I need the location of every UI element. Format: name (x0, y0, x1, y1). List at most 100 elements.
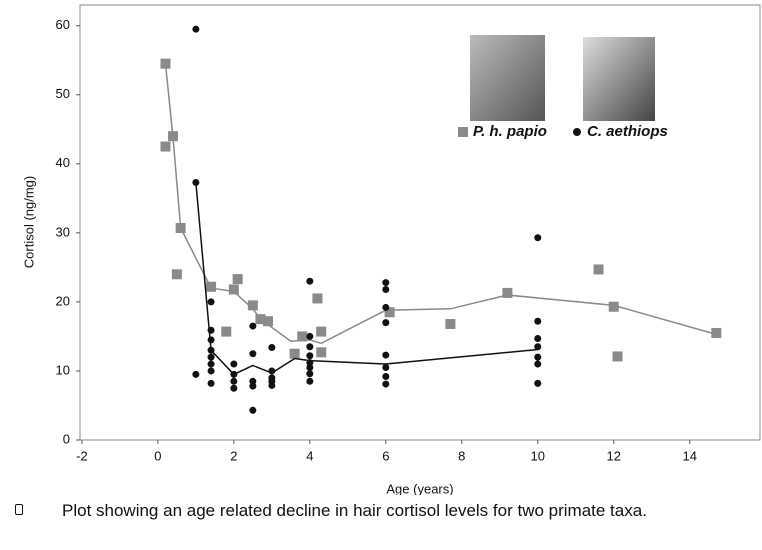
point (268, 367, 276, 375)
point (207, 326, 215, 334)
chart: Age (years) Cortisol (ng/mg) -2 0 2 4 6 8 10 12… (21, 4, 761, 495)
point (306, 359, 314, 367)
point (221, 326, 232, 337)
point (502, 287, 513, 298)
y-tick-label: 30 (56, 224, 70, 239)
point (306, 377, 314, 385)
point (382, 351, 390, 359)
point (608, 301, 619, 312)
point (168, 131, 179, 142)
point (230, 384, 238, 392)
point (382, 303, 390, 311)
point (534, 343, 542, 351)
point (306, 352, 314, 360)
point (382, 380, 390, 388)
point (230, 370, 238, 378)
point (384, 307, 395, 318)
point (207, 353, 215, 361)
point (230, 360, 238, 368)
point (249, 377, 257, 385)
point (316, 347, 327, 358)
point (206, 281, 217, 292)
point (382, 372, 390, 380)
y-tick-label: 20 (56, 293, 70, 308)
point (268, 381, 276, 389)
x-tick-label: 14 (682, 448, 696, 463)
legend-marker (573, 128, 581, 136)
point (207, 336, 215, 344)
x-tick-label: 12 (607, 448, 621, 463)
point (249, 322, 257, 330)
point (232, 274, 243, 285)
point (255, 314, 266, 325)
legend-label: C. aethiops (587, 123, 668, 140)
point (207, 346, 215, 354)
caption: Plot showing an age related decline in h… (62, 501, 647, 520)
point (382, 279, 390, 287)
point (207, 360, 215, 368)
point (382, 319, 390, 327)
point (171, 269, 182, 280)
y-tick-label: 40 (56, 155, 70, 170)
point (306, 343, 314, 351)
caption-icon (15, 504, 23, 515)
point (593, 264, 604, 275)
point (711, 327, 722, 338)
point (207, 379, 215, 387)
point (316, 326, 327, 337)
point (249, 350, 257, 358)
point (382, 285, 390, 293)
x-tick-label: 10 (531, 448, 545, 463)
point (247, 300, 258, 311)
plot-frame (79, 4, 761, 441)
point (175, 223, 186, 234)
point (289, 348, 300, 359)
point (306, 370, 314, 378)
legend-label: P. h. papio (473, 123, 547, 140)
point (249, 406, 257, 414)
photo-papio (470, 35, 545, 121)
point (207, 298, 215, 306)
x-tick-label: 8 (458, 448, 465, 463)
point (297, 331, 308, 342)
y-axis-label: Cortisol (ng/mg) (21, 176, 36, 268)
fit-line (164, 63, 717, 345)
point (382, 364, 390, 371)
point (160, 58, 171, 69)
x-tick-label: 2 (230, 448, 237, 463)
point (312, 293, 323, 304)
point (249, 382, 257, 390)
fit-line (195, 182, 538, 376)
point (230, 377, 238, 385)
y-tick-label: 0 (63, 431, 70, 446)
point (192, 370, 200, 378)
point (160, 141, 171, 152)
photo-aethiops (583, 37, 655, 121)
point (306, 332, 314, 340)
point (192, 178, 200, 186)
point (228, 284, 239, 295)
point (534, 360, 542, 368)
x-tick-label: 6 (382, 448, 389, 463)
point (534, 335, 542, 342)
x-tick-label: -2 (76, 448, 88, 463)
y-tick-label: 50 (56, 86, 70, 101)
point (306, 277, 314, 285)
point (268, 343, 276, 351)
point (534, 379, 542, 387)
y-tick-label: 10 (56, 362, 70, 377)
point (534, 353, 542, 361)
point (306, 364, 314, 371)
point (192, 25, 200, 33)
point (534, 234, 542, 242)
x-tick-label: 0 (154, 448, 161, 463)
point (612, 351, 623, 362)
x-axis-label: Age (years) (386, 481, 453, 495)
legend-marker (458, 127, 468, 137)
point (534, 317, 542, 325)
x-tick-label: 4 (306, 448, 313, 463)
point (207, 367, 215, 375)
point (263, 316, 274, 327)
point (445, 319, 456, 329)
